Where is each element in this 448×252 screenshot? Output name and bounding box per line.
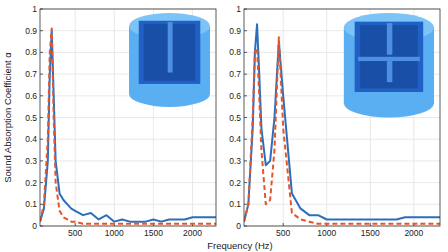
tick: [244, 52, 247, 53]
tick-label: 500: [276, 228, 290, 238]
inset-plate: [358, 57, 420, 61]
grid-line: [244, 204, 440, 205]
tick-label: 0.6: [229, 91, 241, 101]
inset-neck: [387, 61, 392, 82]
tick-label: 0.3: [229, 156, 241, 166]
tick: [244, 95, 247, 96]
y-axis-label: Sound Absorption Coefficient α: [2, 52, 13, 183]
panel: 00.10.20.30.40.50.60.70.80.9150010001500…: [25, 4, 216, 238]
tick-label: 0.9: [25, 26, 37, 36]
inset-neck: [168, 22, 173, 73]
tick: [40, 74, 43, 75]
tick: [40, 160, 43, 161]
tick-label: 500: [68, 228, 82, 238]
tick-label: 0: [236, 221, 241, 231]
tick: [40, 139, 43, 140]
tick-label: 2000: [404, 228, 423, 238]
inset-base: [129, 81, 210, 107]
tick-label: 0.8: [25, 47, 37, 57]
frame: [40, 9, 216, 226]
grid-line: [75, 9, 76, 226]
inset-illustration: [344, 13, 434, 118]
plot-area: [244, 9, 440, 226]
tick-label: 1000: [317, 228, 336, 238]
tick: [40, 204, 43, 205]
tick: [244, 30, 247, 31]
tick: [75, 223, 76, 226]
plot-area: [40, 9, 216, 226]
tick-label: 0.2: [229, 178, 241, 188]
inset-neck: [387, 23, 392, 55]
tick-label: 0.4: [25, 134, 37, 144]
grid-line: [244, 182, 440, 183]
inset-illustration: [129, 13, 210, 107]
tick-label: 0.5: [229, 113, 241, 123]
frame: [244, 9, 440, 226]
tick-label: 0.3: [25, 156, 37, 166]
tick-label: 0.9: [229, 26, 241, 36]
tick-label: 0.1: [229, 199, 241, 209]
grid-line: [244, 139, 440, 140]
grid-line: [40, 182, 216, 183]
tick: [40, 30, 43, 31]
tick: [244, 139, 247, 140]
tick-label: 0.7: [229, 69, 241, 79]
tick: [244, 204, 247, 205]
tick: [244, 117, 247, 118]
figure: 00.10.20.30.40.50.60.70.80.9150010001500…: [0, 0, 448, 252]
tick-label: 0.8: [229, 47, 241, 57]
panel: 00.10.20.30.40.50.60.70.80.9150010001500…: [229, 4, 440, 238]
tick: [40, 182, 43, 183]
series-line: [244, 24, 440, 221]
data-group: [244, 24, 440, 224]
tick-label: 1500: [361, 228, 380, 238]
inset-base: [344, 89, 434, 118]
tick: [244, 160, 247, 161]
grid-line: [40, 139, 216, 140]
tick: [40, 52, 43, 53]
tick: [244, 74, 247, 75]
tick-label: 0.2: [25, 178, 37, 188]
grid-line: [326, 9, 327, 226]
inset-cavity: [139, 21, 201, 84]
grid-line: [114, 9, 115, 226]
grid-line: [40, 160, 216, 161]
grid-line: [40, 117, 216, 118]
tick-label: 1: [236, 4, 241, 14]
grid-line: [244, 117, 440, 118]
x-axis-label: Frequency (Hz): [207, 240, 272, 251]
tick-label: 0.1: [25, 199, 37, 209]
inset-cavity: [355, 22, 424, 92]
tick-label: 0.5: [25, 113, 37, 123]
tick: [40, 117, 43, 118]
tick-label: 0.7: [25, 69, 37, 79]
tick: [244, 182, 247, 183]
tick-label: 1: [32, 4, 37, 14]
tick: [40, 95, 43, 96]
tick: [283, 223, 284, 226]
tick-label: 1500: [144, 228, 163, 238]
tick-label: 2000: [183, 228, 202, 238]
tick-label: 0.6: [25, 91, 37, 101]
tick: [370, 223, 371, 226]
tick-label: 0: [32, 221, 37, 231]
tick-label: 0.4: [229, 134, 241, 144]
tick-label: 1000: [105, 228, 124, 238]
